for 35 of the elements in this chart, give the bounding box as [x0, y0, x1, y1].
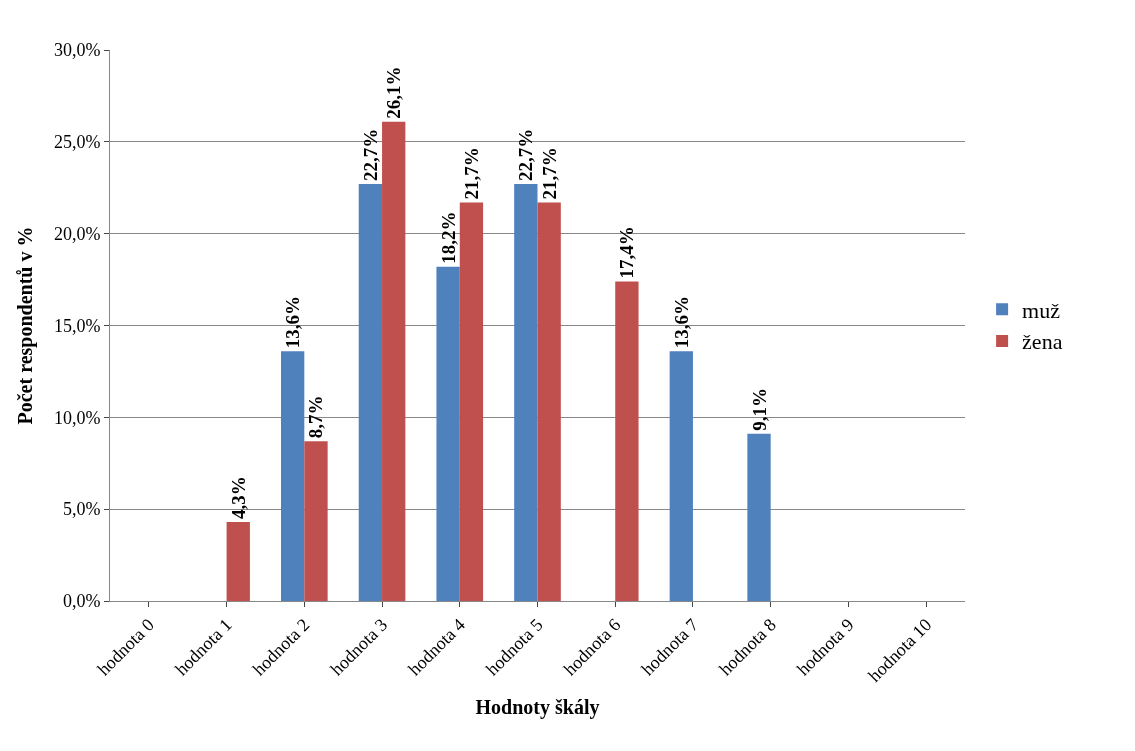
bar [436, 266, 460, 601]
bar [615, 281, 639, 601]
bar [459, 202, 484, 601]
y-tick-label: 0,0% [62, 591, 101, 612]
y-tick-label: 15,0% [53, 315, 101, 336]
y-tick-label: 5,0% [62, 499, 101, 520]
data-label: 22,7% [515, 128, 537, 182]
data-label: 21,7% [538, 147, 560, 200]
y-tick-label: 20,0% [53, 223, 101, 244]
bar [304, 441, 328, 601]
y-tick-label: 25,0% [53, 132, 101, 153]
data-label: 8,7% [305, 395, 327, 439]
bar [358, 184, 383, 601]
y-tick-label: 10,0% [53, 407, 101, 428]
x-axis-title: Hodnoty škály [475, 696, 600, 720]
data-label: 26,1% [383, 66, 405, 119]
data-label: 13,6% [282, 295, 304, 349]
bar [669, 351, 693, 601]
bar [382, 121, 406, 601]
bar [281, 351, 305, 601]
data-label: 17,4% [616, 226, 638, 279]
data-label: 13,6% [670, 295, 692, 349]
bar [226, 522, 250, 601]
bar [537, 202, 561, 601]
data-label: 22,7% [359, 128, 381, 182]
bar [514, 184, 538, 601]
legend-label: žena [1022, 329, 1063, 355]
data-label: 4,3% [227, 476, 249, 520]
y-tick-label: 30,0% [53, 40, 101, 61]
data-label: 9,1% [748, 388, 770, 431]
data-label: 18,2% [437, 211, 459, 264]
y-axis-title: Počet respondentů v % [14, 226, 38, 425]
legend-label: muž [1022, 297, 1061, 323]
data-label: 21,7% [460, 147, 482, 200]
bar [747, 433, 771, 601]
